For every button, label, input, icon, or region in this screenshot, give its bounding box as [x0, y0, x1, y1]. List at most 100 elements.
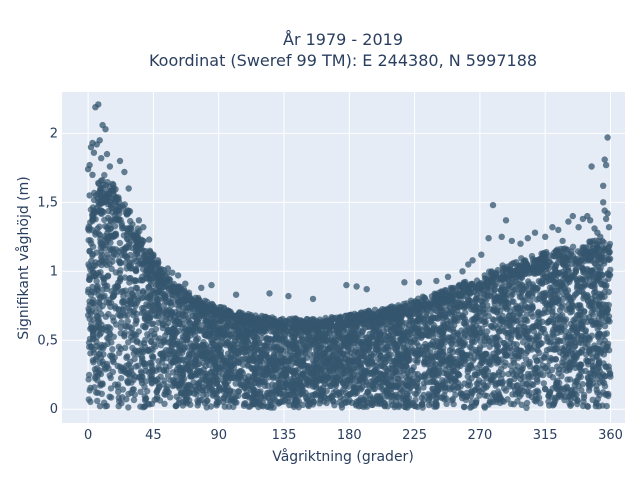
data-point	[110, 333, 118, 340]
data-point	[357, 386, 364, 393]
data-point	[412, 402, 419, 410]
data-point	[555, 370, 562, 377]
data-point	[476, 349, 484, 357]
data-point	[566, 376, 574, 383]
data-point	[126, 279, 133, 286]
data-point	[251, 347, 258, 355]
data-point	[108, 339, 115, 346]
data-point	[110, 250, 118, 258]
data-point	[203, 317, 210, 325]
data-point	[582, 367, 589, 375]
data-point	[194, 335, 202, 342]
data-point	[526, 334, 534, 341]
data-point	[475, 324, 482, 332]
data-point	[449, 348, 457, 356]
data-point	[106, 372, 113, 379]
data-point	[498, 316, 506, 324]
data-point	[198, 376, 205, 384]
data-point	[482, 320, 489, 328]
data-point	[460, 314, 467, 321]
data-point	[284, 358, 291, 365]
data-point	[414, 359, 421, 366]
data-point	[133, 310, 140, 318]
data-point	[573, 327, 580, 335]
data-point	[115, 388, 122, 395]
data-point	[115, 257, 123, 264]
data-point	[201, 370, 209, 377]
data-point	[243, 388, 250, 395]
data-point	[412, 396, 419, 404]
data-point	[472, 297, 480, 304]
data-point	[561, 385, 569, 393]
data-point	[375, 397, 383, 404]
data-point	[199, 391, 207, 399]
data-point	[137, 388, 144, 395]
data-point	[498, 365, 505, 372]
data-point	[161, 301, 168, 308]
data-point	[584, 403, 592, 410]
data-point	[399, 387, 406, 395]
data-point	[89, 299, 96, 306]
data-point	[117, 275, 124, 283]
data-point	[209, 339, 217, 347]
data-point	[331, 342, 339, 350]
data-point	[520, 387, 528, 395]
data-point	[213, 400, 220, 407]
data-point	[107, 385, 115, 392]
data-point	[443, 395, 450, 402]
data-point	[155, 306, 162, 313]
data-point	[124, 379, 132, 387]
data-point	[343, 340, 350, 347]
data-point	[264, 344, 271, 352]
data-point	[565, 334, 572, 341]
data-point	[566, 341, 573, 348]
data-point	[577, 361, 584, 369]
data-point	[388, 385, 395, 393]
data-point	[94, 283, 101, 290]
data-point	[508, 353, 515, 360]
data-point	[148, 321, 156, 328]
data-point	[155, 358, 162, 365]
data-point	[144, 387, 151, 395]
data-point	[553, 345, 561, 352]
data-point	[145, 369, 152, 376]
data-point	[123, 354, 130, 361]
data-point	[493, 360, 500, 367]
data-point	[434, 381, 441, 389]
data-point	[168, 342, 175, 349]
data-point	[371, 379, 378, 386]
data-point	[449, 395, 456, 403]
data-point	[153, 388, 161, 395]
data-point	[216, 366, 223, 373]
data-point	[400, 396, 408, 403]
data-point	[556, 307, 564, 314]
data-point	[494, 325, 501, 332]
data-point	[580, 290, 587, 297]
data-point	[491, 295, 498, 303]
data-point	[537, 292, 544, 299]
data-point	[283, 374, 290, 381]
data-point	[570, 353, 578, 360]
data-point	[124, 254, 131, 261]
data-point	[185, 360, 192, 367]
data-point	[451, 375, 458, 383]
data-point	[539, 362, 546, 369]
data-point	[107, 325, 114, 332]
data-point	[571, 291, 579, 299]
data-point	[518, 287, 526, 295]
data-point	[148, 307, 155, 315]
data-point	[384, 392, 391, 399]
data-point	[245, 373, 252, 380]
data-point	[97, 295, 104, 302]
data-point	[328, 394, 335, 401]
data-point	[179, 376, 186, 383]
data-point	[130, 396, 138, 404]
data-point	[510, 401, 517, 408]
data-point	[248, 394, 255, 402]
data-point	[540, 380, 547, 387]
data-point	[102, 313, 110, 320]
data-point	[148, 353, 156, 360]
data-point	[122, 245, 130, 252]
data-point	[314, 375, 321, 382]
data-point	[447, 307, 455, 314]
